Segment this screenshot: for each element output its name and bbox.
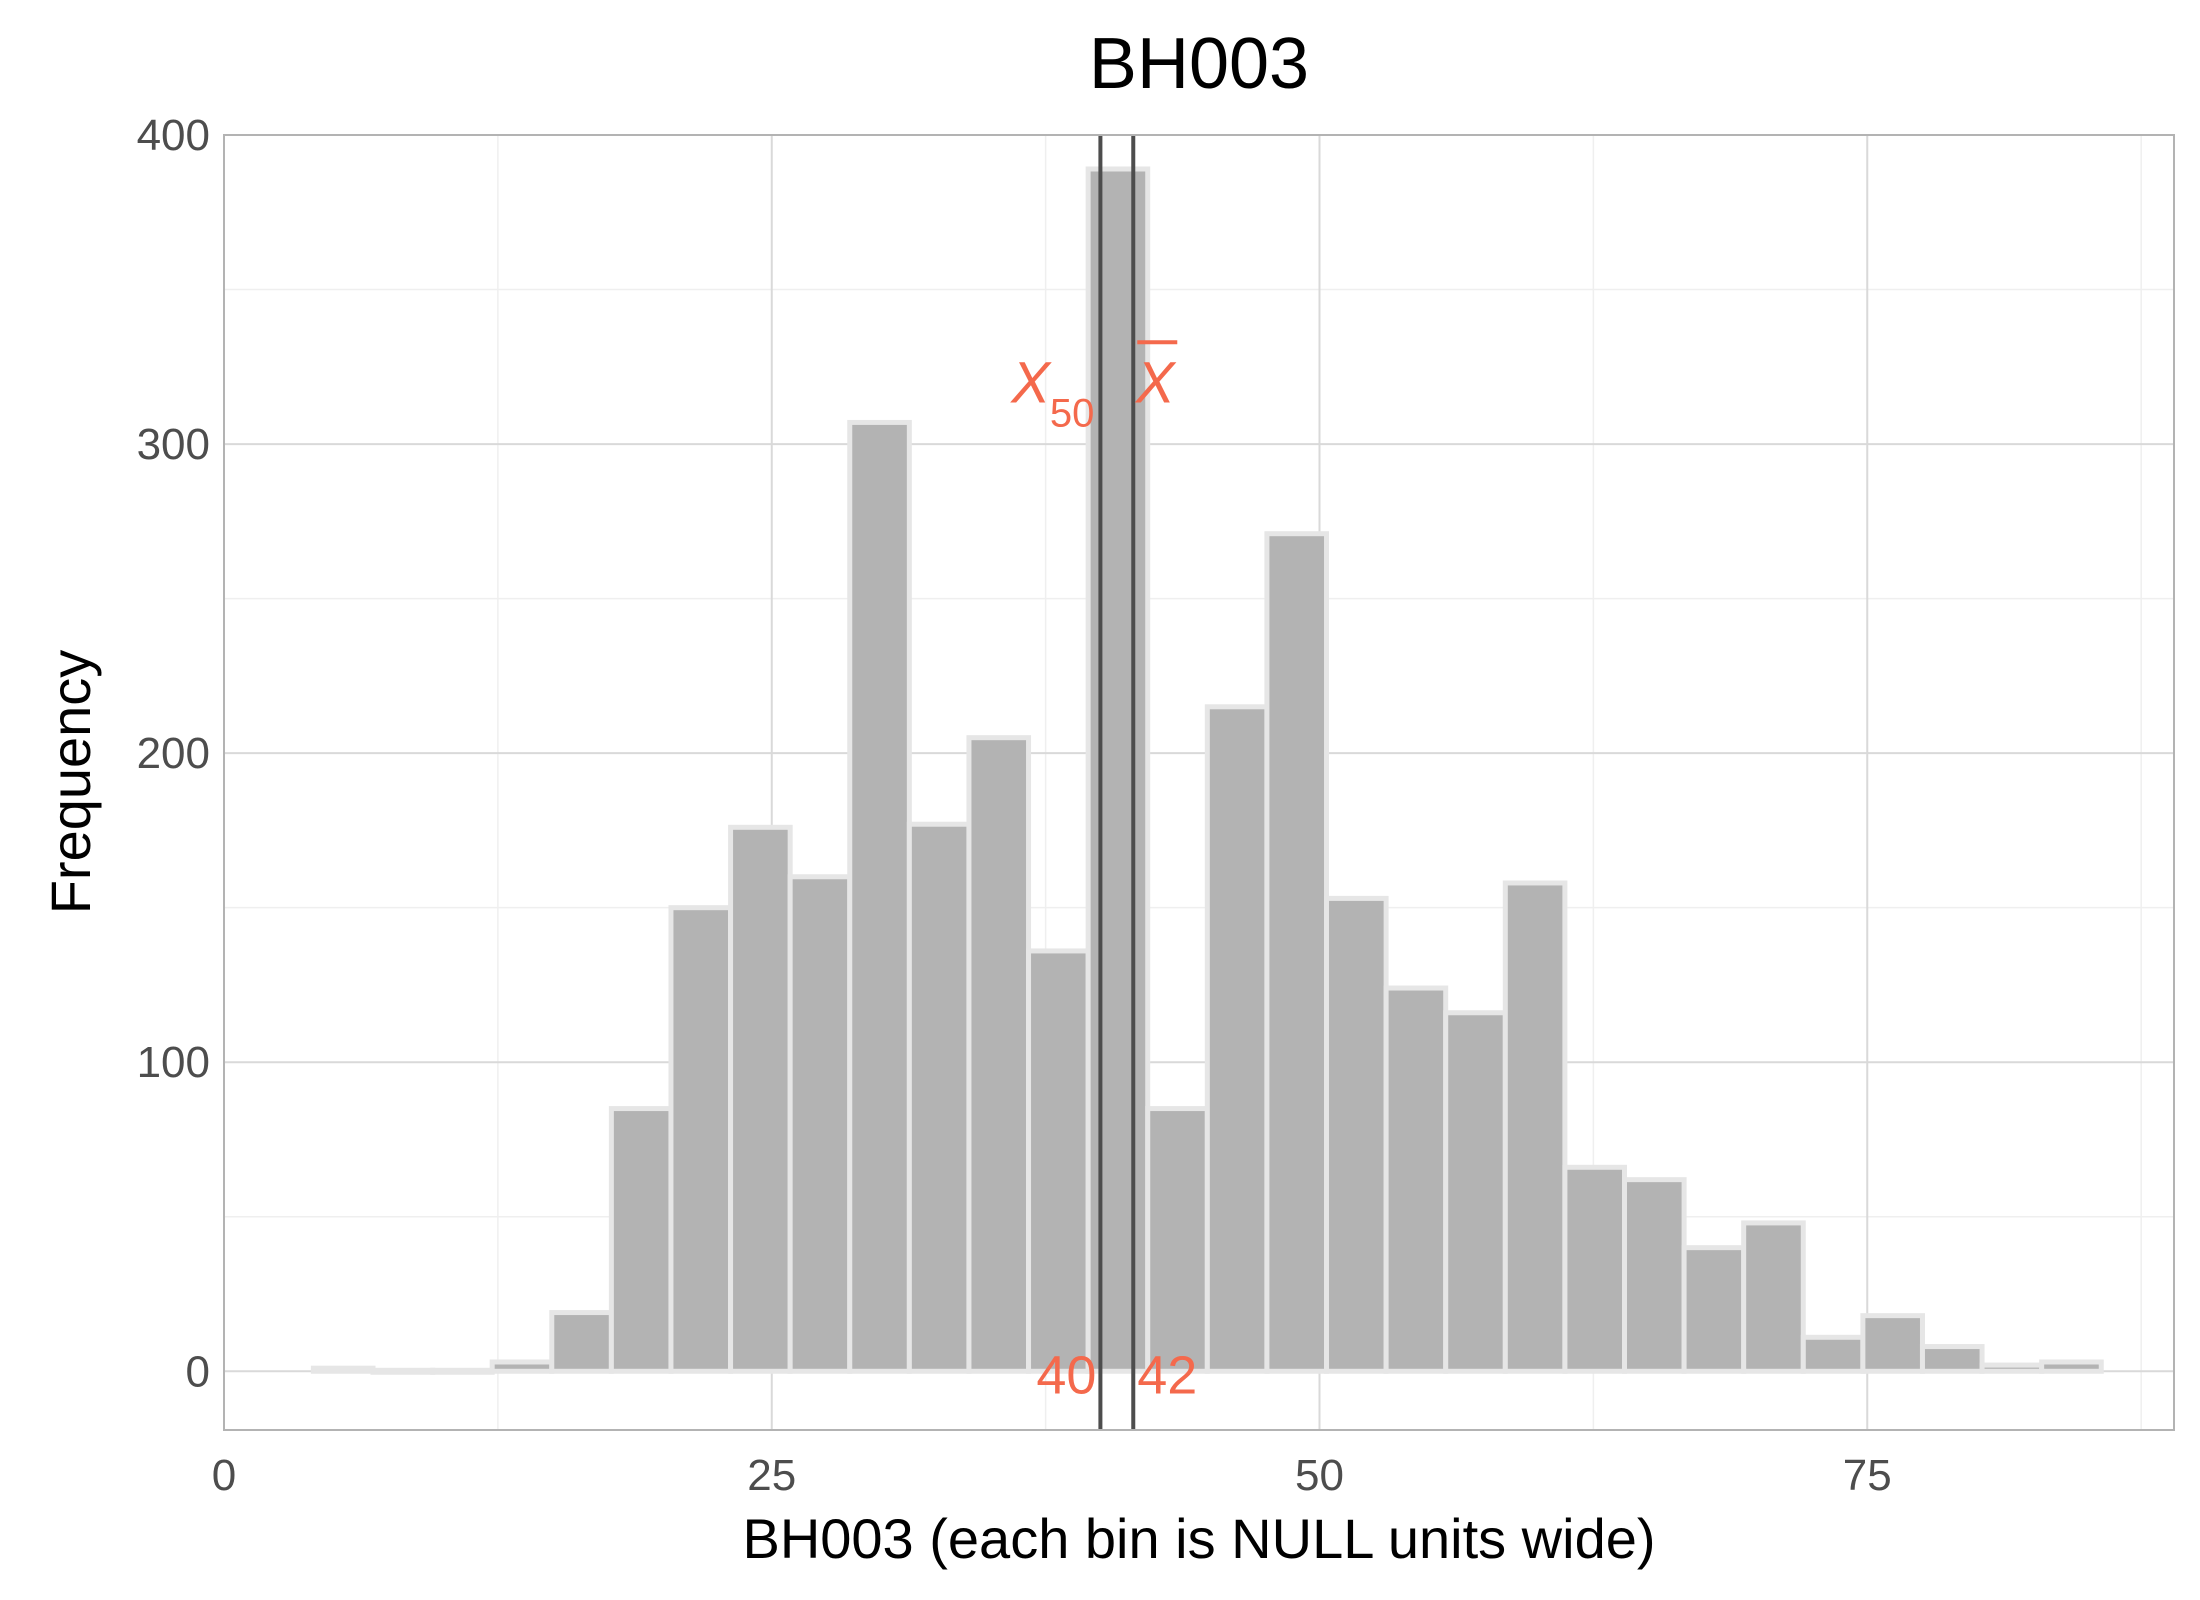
histogram-bar [1085, 166, 1151, 1374]
x-tick-label: 50 [1295, 1451, 1344, 1500]
histogram-bar [1383, 985, 1449, 1374]
histogram-bar [1443, 1010, 1508, 1374]
median-subscript: 50 [1050, 391, 1095, 435]
y-tick-label: 400 [137, 111, 210, 160]
x-axis-ticks: 0 25 50 75 [212, 1451, 1892, 1500]
histogram-bar [1741, 1220, 1806, 1374]
histogram-bar [1145, 1106, 1210, 1374]
histogram-bar [1502, 880, 1568, 1374]
histogram-bar [608, 1106, 674, 1374]
histogram-bar [430, 1367, 495, 1375]
histogram-bar [966, 735, 1032, 1374]
histogram-bar [549, 1310, 614, 1374]
x-axis-title: BH003 (each bin is NULL units wide) [742, 1507, 1655, 1570]
x-tick-label: 75 [1843, 1451, 1892, 1500]
bars-layer [310, 166, 2104, 1375]
histogram-bar [668, 905, 734, 1374]
y-tick-label: 300 [137, 420, 210, 469]
histogram-bar [1681, 1245, 1747, 1374]
histogram-bar [1264, 531, 1330, 1374]
mean-value-label: 42 [1137, 1345, 1197, 1405]
reference-lines [1098, 135, 1136, 1430]
y-axis-title: Frequency [39, 650, 102, 915]
median-label: X50 [1009, 350, 1094, 435]
histogram-bar [1979, 1362, 2045, 1374]
y-axis-ticks: 0 100 200 300 400 [137, 111, 210, 1396]
chart-title: BH003 [1089, 24, 1309, 104]
histogram-bar [1621, 1177, 1687, 1374]
histogram-bar [1324, 895, 1389, 1374]
histogram-bar [906, 821, 972, 1374]
histogram-bar [1860, 1313, 1925, 1374]
median-value-label: 40 [1036, 1345, 1096, 1405]
histogram-bar [1919, 1344, 1985, 1374]
histogram-bar [1800, 1334, 1866, 1374]
y-tick-label: 100 [137, 1038, 210, 1087]
y-tick-label: 0 [186, 1347, 210, 1396]
y-tick-label: 200 [137, 729, 210, 778]
x-tick-label: 25 [747, 1451, 796, 1500]
histogram-bar [847, 419, 912, 1374]
histogram-bar [787, 874, 853, 1374]
annotations: X50 40 X 42 [1009, 340, 1197, 1405]
histogram-bar [310, 1365, 376, 1374]
histogram-bar [2039, 1359, 2104, 1374]
histogram-bar [1026, 948, 1091, 1374]
histogram-bar [1204, 704, 1270, 1374]
histogram-bar [728, 824, 793, 1374]
mean-label: X [1134, 350, 1177, 415]
histogram-bar [370, 1367, 436, 1375]
x-tick-label: 0 [212, 1451, 236, 1500]
panel-border [223, 134, 2175, 1431]
histogram-bar [489, 1359, 555, 1374]
histogram-bar [1562, 1164, 1627, 1374]
